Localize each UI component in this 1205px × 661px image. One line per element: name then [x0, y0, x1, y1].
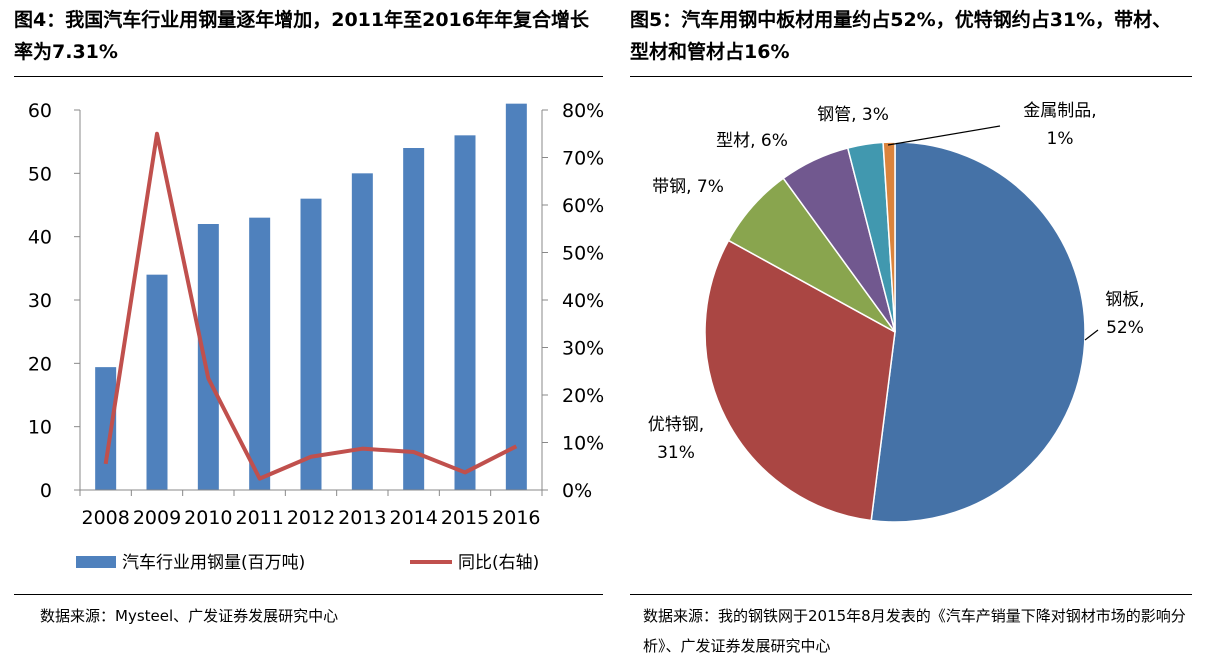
bar-2008: [95, 367, 117, 490]
right-tick-label: 80%: [562, 100, 604, 122]
pie-label-4: 型材, 6%: [716, 131, 788, 151]
pie-leader-line: [887, 125, 1001, 146]
right-tick-label: 30%: [562, 338, 604, 360]
bar-2010: [197, 224, 219, 490]
right-tick-label: 60%: [562, 195, 604, 217]
bar-2012: [300, 198, 322, 490]
divider-top-right: [630, 76, 1192, 77]
left-tick-label: 0: [40, 480, 52, 502]
bar-2016: [505, 103, 527, 491]
divider-bottom-left: [14, 594, 603, 595]
pie-slice-6: [882, 141, 896, 333]
legend-line-label: 同比(右轴): [458, 553, 539, 573]
left-source-note: 数据来源：Mysteel、广发证券发展研究中心: [40, 607, 339, 625]
bar-2015: [454, 135, 476, 491]
x-tick-label: 2014: [389, 507, 437, 529]
divider-bottom-right: [630, 594, 1192, 595]
pie-slice-2: [704, 239, 896, 522]
left-tick-label: 10: [28, 417, 52, 439]
steel-mix-pie-chart: 钢板, 52% 优特钢, 31% 带钢, 7% 型材, 6% 钢管, 3% 金属制品, 1%: [648, 101, 1145, 523]
x-tick-label: 2015: [441, 507, 489, 529]
right-tick-label: 50%: [562, 243, 604, 265]
legend-bar-swatch: [76, 556, 116, 568]
x-tick-label: 2016: [492, 507, 540, 529]
bar-2013: [351, 173, 373, 491]
legend-bar-label: 汽车行业用钢量(百万吨): [122, 553, 305, 573]
x-tick-label: 2011: [235, 507, 283, 529]
x-tick-label: 2009: [133, 507, 181, 529]
right-tick-label: 70%: [562, 148, 604, 170]
right-tick-label: 0%: [562, 480, 592, 502]
right-chart-title: 图5：汽车用钢中板材用量约占52%，优特钢约占31%，带材、型材和管材占16%: [630, 9, 1172, 63]
x-tick-label: 2013: [338, 507, 386, 529]
left-tick-label: 20: [28, 353, 52, 375]
bar-2011: [249, 217, 271, 490]
steel-usage-combo-chart: 0 10 20 30 40 50 60 0% 10% 20% 30% 40% 50% 60% 70% 80% 2…: [28, 100, 604, 573]
pie-label-2: 优特钢, 31%: [648, 415, 704, 463]
divider-top-left: [14, 76, 603, 77]
right-tick-label: 40%: [562, 290, 604, 312]
pie-label-6: 金属制品, 1%: [1023, 101, 1096, 149]
left-tick-label: 40: [28, 227, 52, 249]
left-chart-title: 图4：我国汽车行业用钢量逐年增加，2011年至2016年年复合增长率为7.31%: [14, 9, 589, 63]
bar-2009: [146, 274, 168, 490]
left-tick-label: 50: [28, 163, 52, 185]
bar-2014: [403, 148, 425, 490]
x-tick-label: 2012: [287, 507, 335, 529]
right-source-note: 数据来源：我的钢铁网于2015年8月发表的《汽车产销量下降对钢材市场的影响分析》…: [643, 607, 1186, 655]
pie-label-5: 钢管, 3%: [817, 105, 889, 125]
left-tick-label: 60: [28, 100, 52, 122]
right-tick-label: 10%: [562, 433, 604, 455]
x-tick-label: 2008: [81, 507, 129, 529]
x-tick-label: 2010: [184, 507, 232, 529]
left-tick-label: 30: [28, 290, 52, 312]
pie-label-3: 带钢, 7%: [652, 177, 724, 197]
pie-slice-1: [870, 141, 1086, 523]
pie-leader-line: [1084, 329, 1099, 341]
right-tick-label: 20%: [562, 385, 604, 407]
pie-label-1: 钢板, 52%: [1105, 290, 1144, 338]
